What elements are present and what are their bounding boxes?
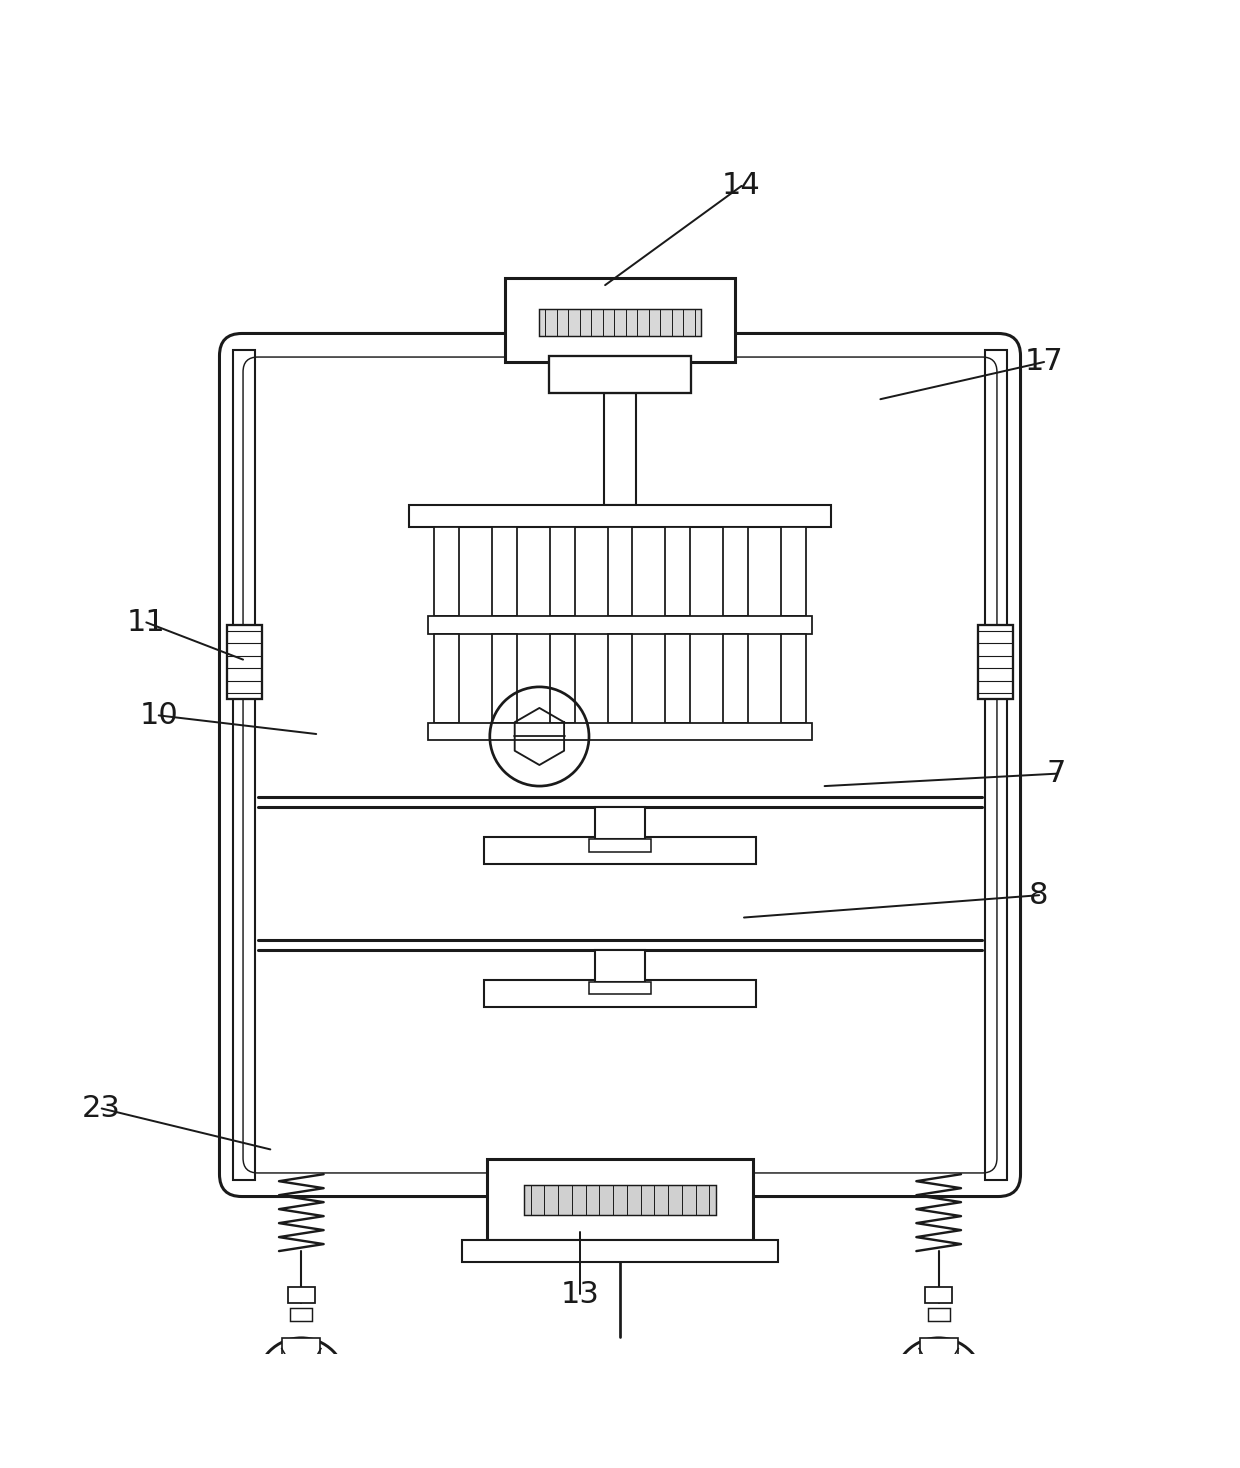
Text: 8: 8 — [1029, 881, 1049, 910]
Bar — [595, 807, 645, 840]
Bar — [925, 1287, 952, 1304]
Bar — [233, 349, 255, 1180]
Bar — [227, 625, 262, 699]
Bar — [434, 527, 459, 617]
Bar — [608, 634, 632, 722]
Bar — [461, 1240, 779, 1262]
Bar — [781, 634, 806, 722]
Bar — [539, 308, 701, 336]
Bar — [484, 837, 756, 865]
FancyBboxPatch shape — [219, 333, 1021, 1196]
Bar — [492, 527, 517, 617]
Bar — [288, 1287, 315, 1304]
Text: 14: 14 — [722, 172, 761, 201]
Bar — [486, 1160, 754, 1240]
Text: 11: 11 — [126, 608, 166, 637]
Bar — [589, 982, 651, 994]
Bar — [723, 634, 748, 722]
Bar — [666, 527, 691, 617]
Bar — [409, 505, 831, 527]
Bar — [781, 527, 806, 617]
Bar — [434, 634, 459, 722]
Bar — [928, 1308, 950, 1321]
Bar — [985, 349, 1007, 1180]
Bar — [492, 634, 517, 722]
Bar — [549, 634, 574, 722]
Bar — [506, 277, 734, 363]
Text: 23: 23 — [82, 1094, 122, 1123]
Bar — [608, 527, 632, 617]
Text: 7: 7 — [1047, 759, 1066, 788]
Bar — [595, 950, 645, 982]
Bar — [920, 1337, 957, 1370]
Bar — [589, 840, 651, 851]
Bar — [723, 527, 748, 617]
Bar — [666, 634, 691, 722]
Bar — [549, 527, 574, 617]
Bar — [604, 393, 636, 505]
Bar — [484, 979, 756, 1007]
Text: 13: 13 — [560, 1280, 600, 1309]
Bar — [290, 1308, 312, 1321]
Bar — [428, 617, 812, 634]
Bar — [978, 625, 1013, 699]
Bar — [549, 355, 692, 393]
Text: 17: 17 — [1024, 348, 1064, 376]
Text: 10: 10 — [139, 700, 179, 730]
Bar — [283, 1337, 320, 1370]
Bar — [523, 1185, 717, 1214]
Bar — [428, 722, 812, 740]
